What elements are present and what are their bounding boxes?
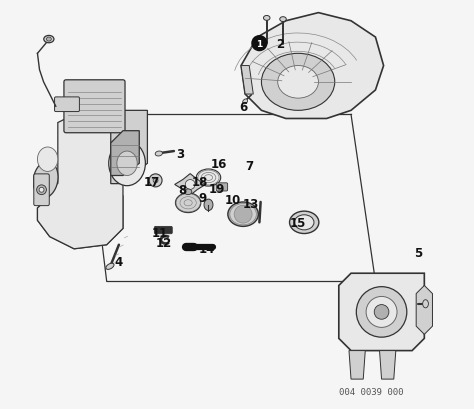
Text: 13: 13 bbox=[243, 198, 259, 211]
Ellipse shape bbox=[294, 215, 314, 230]
Circle shape bbox=[234, 206, 252, 224]
Polygon shape bbox=[380, 351, 396, 379]
Ellipse shape bbox=[44, 36, 54, 44]
Ellipse shape bbox=[196, 170, 221, 187]
Text: 17: 17 bbox=[143, 176, 160, 189]
Polygon shape bbox=[241, 13, 383, 119]
Text: 6: 6 bbox=[239, 101, 247, 113]
Ellipse shape bbox=[243, 100, 247, 105]
Polygon shape bbox=[111, 111, 147, 184]
Ellipse shape bbox=[33, 162, 58, 198]
FancyBboxPatch shape bbox=[155, 227, 172, 234]
Text: 19: 19 bbox=[209, 182, 225, 196]
Ellipse shape bbox=[228, 202, 258, 227]
Text: 15: 15 bbox=[290, 216, 306, 229]
Circle shape bbox=[153, 178, 158, 183]
Circle shape bbox=[374, 305, 389, 319]
Circle shape bbox=[39, 188, 44, 193]
Text: 2: 2 bbox=[276, 38, 284, 51]
Text: 16: 16 bbox=[210, 157, 227, 171]
FancyBboxPatch shape bbox=[34, 175, 49, 206]
Text: 3: 3 bbox=[176, 147, 184, 160]
Text: 5: 5 bbox=[414, 247, 422, 260]
Text: 10: 10 bbox=[225, 194, 241, 207]
FancyBboxPatch shape bbox=[216, 183, 228, 191]
Polygon shape bbox=[241, 66, 253, 95]
Ellipse shape bbox=[230, 204, 256, 225]
Ellipse shape bbox=[175, 193, 201, 213]
Text: 18: 18 bbox=[192, 176, 209, 189]
Ellipse shape bbox=[109, 142, 146, 186]
Ellipse shape bbox=[264, 16, 270, 21]
Text: 4: 4 bbox=[115, 255, 123, 268]
Circle shape bbox=[149, 175, 162, 187]
Ellipse shape bbox=[280, 18, 286, 22]
Text: 11: 11 bbox=[152, 227, 168, 239]
Text: 1: 1 bbox=[256, 40, 263, 49]
Ellipse shape bbox=[184, 189, 192, 195]
Circle shape bbox=[185, 180, 195, 190]
Ellipse shape bbox=[37, 148, 58, 172]
Text: 8: 8 bbox=[178, 184, 186, 197]
Text: 14: 14 bbox=[198, 243, 215, 256]
Ellipse shape bbox=[290, 211, 319, 234]
Ellipse shape bbox=[46, 38, 51, 42]
Circle shape bbox=[366, 297, 397, 328]
Ellipse shape bbox=[278, 66, 319, 99]
Text: 9: 9 bbox=[198, 192, 207, 205]
FancyBboxPatch shape bbox=[64, 81, 125, 133]
Ellipse shape bbox=[117, 152, 137, 176]
FancyBboxPatch shape bbox=[55, 98, 80, 112]
Circle shape bbox=[36, 185, 46, 195]
Polygon shape bbox=[349, 351, 365, 379]
Ellipse shape bbox=[155, 152, 163, 157]
Polygon shape bbox=[339, 274, 424, 351]
Text: 004 0039 000: 004 0039 000 bbox=[339, 387, 404, 396]
Circle shape bbox=[251, 36, 267, 52]
Text: 12: 12 bbox=[155, 237, 172, 249]
Text: 7: 7 bbox=[245, 160, 253, 172]
Polygon shape bbox=[37, 111, 123, 249]
Polygon shape bbox=[37, 184, 123, 249]
Ellipse shape bbox=[423, 300, 428, 308]
Ellipse shape bbox=[204, 200, 213, 211]
Circle shape bbox=[356, 287, 407, 337]
Polygon shape bbox=[416, 286, 432, 335]
Ellipse shape bbox=[262, 54, 335, 111]
Polygon shape bbox=[175, 174, 206, 196]
Polygon shape bbox=[111, 131, 139, 176]
Ellipse shape bbox=[106, 263, 114, 270]
